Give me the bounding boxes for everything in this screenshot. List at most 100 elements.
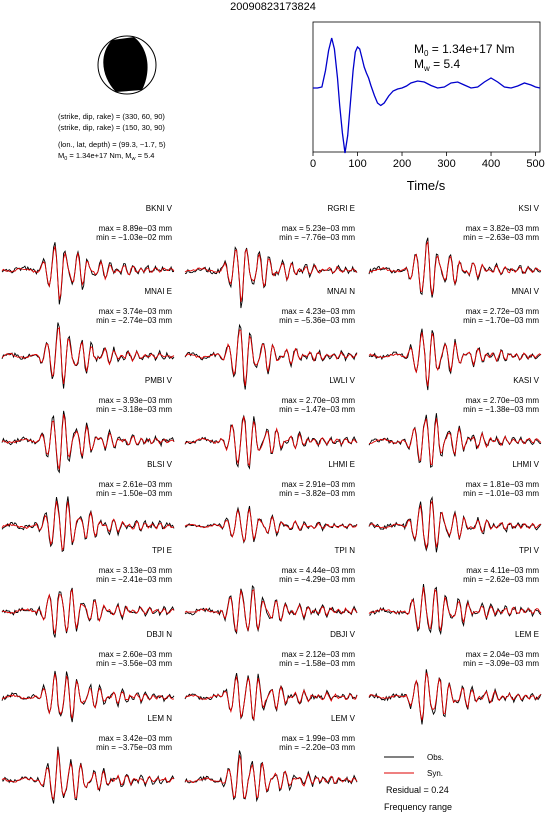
station-max-label: max = 2.91e−03 mm <box>282 480 356 489</box>
station-max-label: max = 2.61e−03 mm <box>99 480 173 489</box>
synthetic-trace <box>1 246 175 300</box>
beachball-icon <box>97 35 157 95</box>
station-name: TPI N <box>335 546 356 555</box>
observed-trace <box>184 584 358 635</box>
synthetic-trace <box>1 500 175 552</box>
synthetic-trace <box>184 589 358 633</box>
focal-info-line1: (strike, dip, rake) = (330, 60, 90) <box>58 112 165 121</box>
station-name: RGRI E <box>327 204 355 213</box>
station-min-label: min = −2.63e−03 mm <box>463 233 539 242</box>
station-min-label: min = −2.20e−03 mm <box>279 743 355 752</box>
station-name: TPI E <box>152 546 172 555</box>
station-min-label: min = −3.75e−03 mm <box>96 743 172 752</box>
observed-trace <box>1 746 175 804</box>
observed-trace <box>1 410 175 474</box>
station-max-label: max = 1.81e−03 mm <box>466 480 540 489</box>
synthetic-trace <box>184 248 358 303</box>
station-max-label: max = 4.44e−03 mm <box>282 566 356 575</box>
station-min-label: min = −1.38e−03 mm <box>463 405 539 414</box>
station-min-label: min = −3.18e−03 mm <box>96 405 172 414</box>
legend-obs-label: Obs. <box>427 753 444 762</box>
observed-trace <box>368 495 542 553</box>
station-max-label: max = 2.72e−03 mm <box>466 307 540 316</box>
focal-info: (strike, dip, rake) = (330, 60, 90) (str… <box>58 112 166 162</box>
station-name: PMBI V <box>145 376 173 385</box>
synthetic-trace <box>184 416 358 467</box>
synthetic-trace <box>184 754 358 799</box>
residual-text: Residual = 0.24 <box>386 785 449 795</box>
synthetic-trace <box>1 673 175 719</box>
station-name: KSI V <box>519 204 540 213</box>
station-name: BKNI V <box>146 204 173 213</box>
station-min-label: min = −1.70e−03 mm <box>463 316 539 325</box>
synthetic-trace <box>1 588 175 634</box>
observed-trace <box>184 750 358 803</box>
station-name: DBJI N <box>147 630 173 639</box>
station-name: TPI V <box>519 546 540 555</box>
synthetic-trace <box>368 586 542 631</box>
synthetic-trace <box>368 672 542 721</box>
synthetic-trace <box>184 329 358 387</box>
stf-x-tick-label: 500 <box>526 158 544 170</box>
station-name: LHMI E <box>328 460 355 469</box>
station-min-label: min = −3.09e−03 mm <box>463 659 539 668</box>
station-max-label: max = 2.70e−03 mm <box>282 396 356 405</box>
station-name: BLSI V <box>147 460 173 469</box>
observed-trace <box>368 413 542 468</box>
station-name: MNAI N <box>327 287 355 296</box>
station-min-label: min = −1.01e−03 mm <box>463 489 539 498</box>
station-max-label: max = 3.93e−03 mm <box>99 396 173 405</box>
station-max-label: max = 2.12e−03 mm <box>282 650 356 659</box>
station-min-label: min = −3.56e−03 mm <box>96 659 172 668</box>
station-min-label: min = −7.76e−03 mm <box>279 233 355 242</box>
legend-syn-label: Syn. <box>427 769 443 778</box>
frequency-range-text: Frequency range <box>384 802 452 812</box>
stf-x-tick-label: 200 <box>393 158 411 170</box>
station-max-label: max = 4.23e−03 mm <box>282 307 356 316</box>
stf-x-tick-label: 0 <box>310 158 316 170</box>
synthetic-trace <box>368 332 542 387</box>
station-min-label: min = −5.36e−03 mm <box>279 316 355 325</box>
stf-x-axis: 0 100 200 300 400 500 <box>310 152 545 170</box>
station-max-label: max = 8.89e−03 mm <box>99 224 173 233</box>
stf-x-tick-label: 400 <box>482 158 500 170</box>
station-max-label: max = 3.13e−03 mm <box>99 566 173 575</box>
station-name: LEM V <box>331 714 356 723</box>
stf-plot-frame <box>312 21 541 153</box>
station-max-label: max = 2.60e−03 mm <box>99 650 173 659</box>
synthetic-trace <box>184 508 358 543</box>
figure-title: 20090823173824 <box>230 1 316 13</box>
observed-trace <box>1 242 175 305</box>
synthetic-trace <box>368 418 542 466</box>
station-max-label: max = 1.99e−03 mm <box>282 734 356 743</box>
synthetic-trace <box>1 749 175 801</box>
station-min-label: min = −1.50e−03 mm <box>96 489 172 498</box>
station-max-label: max = 3.82e−03 mm <box>466 224 540 233</box>
focal-info-line3: (lon., lat, depth) = (99.3, −1.7, 5) <box>58 140 166 149</box>
station-max-label: max = 4.11e−03 mm <box>466 566 539 575</box>
station-name: LEM N <box>148 714 173 723</box>
synthetic-trace <box>368 499 542 550</box>
stf-x-axis-label: Time/s <box>407 178 446 193</box>
stf-mw-annotation: Mw = 5.4 <box>414 57 460 73</box>
observed-trace <box>184 505 358 544</box>
observed-trace <box>1 496 175 553</box>
stf-x-tick-label: 100 <box>348 158 366 170</box>
